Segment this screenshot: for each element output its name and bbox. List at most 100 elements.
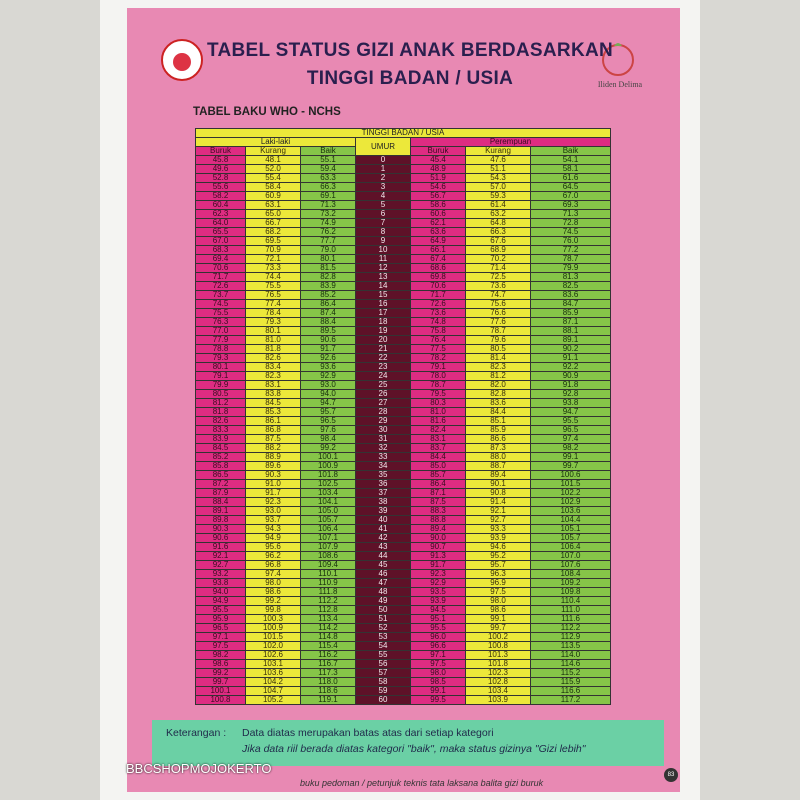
table-cell: 97.1 — [410, 650, 466, 660]
table-cell: 106.4 — [530, 542, 611, 552]
age-cell: 31 — [355, 434, 411, 444]
table-cell: 112.8 — [300, 605, 356, 615]
table-row: 78.8 81.8 91.7 21 77.5 80.5 90.2 — [195, 344, 611, 354]
table-cell: 64.0 — [195, 218, 246, 228]
table-cell: 94.7 — [530, 407, 611, 417]
age-cell: 41 — [355, 524, 411, 534]
table-cell: 80.3 — [410, 398, 466, 408]
table-cell: 63.1 — [245, 200, 301, 210]
table-cell: 79.9 — [195, 380, 246, 390]
table-cell: 80.1 — [195, 362, 246, 372]
table-cell: 69.5 — [245, 236, 301, 246]
table-cell: 92.8 — [530, 389, 611, 399]
table-cell: 60.9 — [245, 191, 301, 201]
table-row: 98.6 103.1 116.7 56 97.5 101.8 114.6 — [195, 659, 611, 669]
table-cell: 96.5 — [195, 623, 246, 633]
table-cell: 82.5 — [530, 281, 611, 291]
table-cell: 103.1 — [245, 659, 301, 669]
table-cell: 64.9 — [410, 236, 466, 246]
table-cell: 97.5 — [410, 659, 466, 669]
table-cell: 79.1 — [410, 362, 466, 372]
table-cell: 99.8 — [245, 605, 301, 615]
table-cell: 59.3 — [465, 191, 531, 201]
table-cell: 92.6 — [300, 353, 356, 363]
table-cell: 94.0 — [195, 587, 246, 597]
table-cell: 88.1 — [530, 326, 611, 336]
age-cell: 48 — [355, 587, 411, 597]
age-cell: 13 — [355, 272, 411, 282]
table-cell: 93.0 — [300, 380, 356, 390]
table-cell: 55.1 — [300, 155, 356, 165]
table-cell: 87.1 — [410, 488, 466, 498]
table-cell: 78.0 — [410, 371, 466, 381]
table-cell: 85.3 — [245, 407, 301, 417]
table-cell: 61.4 — [465, 200, 531, 210]
table-cell: 97.4 — [245, 569, 301, 579]
table-cell: 81.0 — [410, 407, 466, 417]
table-cell: 76.4 — [410, 335, 466, 345]
age-cell: 25 — [355, 380, 411, 390]
table-cell: 75.6 — [465, 299, 531, 309]
table-cell: 116.6 — [530, 686, 611, 696]
table-cell: 101.8 — [465, 659, 531, 669]
age-cell: 47 — [355, 578, 411, 588]
table-cell: 76.3 — [195, 317, 246, 327]
table-cell: 66.7 — [245, 218, 301, 228]
table-cell: 47.6 — [465, 155, 531, 165]
table-row: 45.8 48.1 55.1 0 45.4 47.6 54.1 — [195, 155, 611, 165]
table-cell: 94.5 — [410, 605, 466, 615]
table-row: 85.8 89.6 100.9 34 85.0 88.7 99.7 — [195, 461, 611, 471]
subtitle: TABEL BAKU WHO - NCHS — [193, 106, 341, 118]
table-row: 52.8 55.4 63.3 2 51.9 54.3 61.6 — [195, 173, 611, 183]
table-cell: 79.1 — [195, 371, 246, 381]
table-row: 97.1 101.5 114.8 53 96.0 100.2 112.9 — [195, 632, 611, 642]
table-row: 87.9 91.7 103.4 37 87.1 90.8 102.2 — [195, 488, 611, 498]
age-cell: 14 — [355, 281, 411, 291]
table-cell: 87.2 — [195, 479, 246, 489]
table-cell: 82.8 — [300, 272, 356, 282]
table-cell: 75.5 — [195, 308, 246, 318]
table-cell: 83.9 — [195, 434, 246, 444]
table-cell: 71.7 — [195, 272, 246, 282]
notes-box: Keterangan : Data diatas merupakan batas… — [152, 720, 664, 766]
table-cell: 72.6 — [410, 299, 466, 309]
table-cell: 93.6 — [300, 362, 356, 372]
table-cell: 98.6 — [195, 659, 246, 669]
table-cell: 91.7 — [410, 560, 466, 570]
table-cell: 108.6 — [300, 551, 356, 561]
age-cell: 15 — [355, 290, 411, 300]
table-cell: 87.9 — [195, 488, 246, 498]
table-cell: 83.1 — [410, 434, 466, 444]
table-cell: 90.1 — [465, 479, 531, 489]
table-cell: 100.1 — [300, 452, 356, 462]
age-cell: 39 — [355, 506, 411, 516]
table-cell: 65.5 — [195, 227, 246, 237]
age-cell: 29 — [355, 416, 411, 426]
age-cell: 4 — [355, 191, 411, 201]
table-cell: 74.8 — [410, 317, 466, 327]
table-row: 79.3 82.6 92.6 22 78.2 81.4 91.1 — [195, 353, 611, 363]
age-cell: 1 — [355, 164, 411, 174]
table-cell: 69.1 — [300, 191, 356, 201]
table-cell: 96.6 — [410, 641, 466, 651]
age-cell: 40 — [355, 515, 411, 525]
table-row: 90.3 94.3 106.4 41 89.4 93.3 105.1 — [195, 524, 611, 534]
age-cell: 23 — [355, 362, 411, 372]
age-cell: 55 — [355, 650, 411, 660]
table-row: 92.7 96.8 109.4 45 91.7 95.7 107.6 — [195, 560, 611, 570]
table-cell: 98.5 — [410, 677, 466, 687]
table-row: 80.5 83.8 94.0 26 79.5 82.8 92.8 — [195, 389, 611, 399]
age-cell: 21 — [355, 344, 411, 354]
table-cell: 90.2 — [530, 344, 611, 354]
table-row: 84.5 88.2 99.2 32 83.7 87.3 98.2 — [195, 443, 611, 453]
table-cell: 88.4 — [195, 497, 246, 507]
age-cell: 60 — [355, 695, 411, 705]
table-cell: 94.7 — [300, 398, 356, 408]
table-row: 89.8 93.7 105.7 40 88.8 92.7 104.4 — [195, 515, 611, 525]
table-cell: 55.6 — [195, 182, 246, 192]
table-cell: 94.0 — [300, 389, 356, 399]
table-cell: 104.4 — [530, 515, 611, 525]
table-cell: 71.3 — [300, 200, 356, 210]
table-cell: 51.1 — [465, 164, 531, 174]
table-cell: 112.9 — [530, 632, 611, 642]
